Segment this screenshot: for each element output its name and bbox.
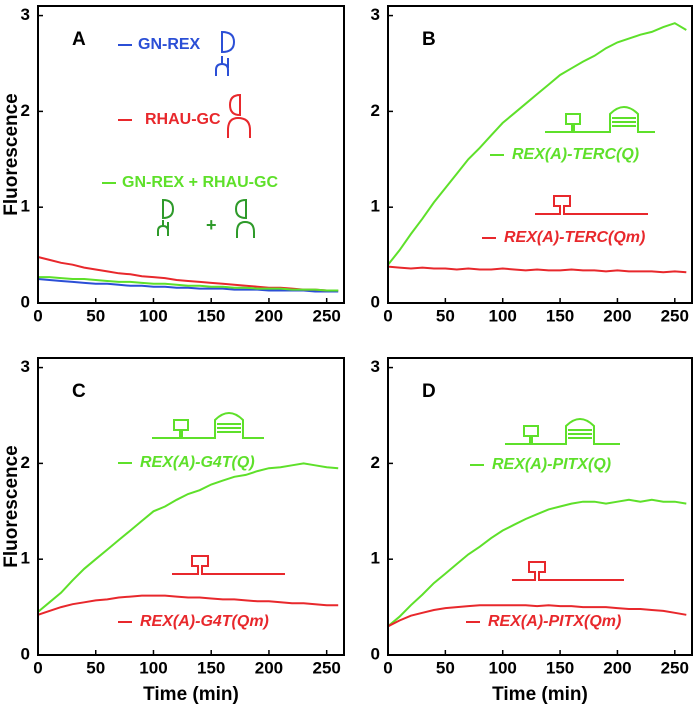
y-tick-label: 0 bbox=[371, 292, 380, 311]
series-line bbox=[387, 498, 687, 628]
icon-d-q bbox=[505, 418, 620, 445]
x-tick-label: 50 bbox=[86, 306, 105, 325]
legend-label: RHAU-GC bbox=[145, 111, 221, 128]
x-tick-label: 50 bbox=[436, 306, 455, 325]
panel: 0 50 100 150 200 250 0 1 2 3 REX(A)-G4T(Q) REX(A)-G… bbox=[1, 357, 345, 705]
plot-frame bbox=[37, 357, 345, 656]
y-tick-label: 1 bbox=[371, 197, 380, 216]
icon-c-q bbox=[152, 412, 264, 439]
series-line bbox=[387, 22, 687, 266]
icons: + bbox=[152, 30, 655, 581]
legend-label: REX(A)-TERC(Q) bbox=[512, 146, 639, 163]
x-tick-label: 150 bbox=[546, 658, 574, 677]
series-line bbox=[387, 604, 687, 628]
legend-label: REX(A)-G4T(Qm) bbox=[140, 613, 269, 630]
y-tick-label: 2 bbox=[21, 453, 30, 472]
x-tick-label: 150 bbox=[197, 658, 225, 677]
series-line bbox=[38, 276, 339, 292]
y-axis-label: Fluorescence bbox=[1, 93, 22, 216]
icon-c-qm bbox=[172, 555, 285, 575]
plot-frame bbox=[387, 5, 693, 304]
icon-combined bbox=[157, 198, 255, 238]
x-axis-label: Time (min) bbox=[143, 684, 239, 705]
x-tick-label: 0 bbox=[383, 306, 392, 325]
plot-frame bbox=[387, 357, 693, 656]
series-line bbox=[387, 265, 687, 274]
icon-rhau-gc bbox=[227, 93, 251, 138]
x-tick-label: 0 bbox=[33, 306, 42, 325]
panel-letter: D bbox=[422, 381, 436, 402]
plot-frame bbox=[37, 5, 345, 304]
x-tick-label: 50 bbox=[436, 658, 455, 677]
panel: 0 50 100 150 200 250 0 1 2 3 REX(A)-PITX(Q) REX(A)-… bbox=[371, 357, 693, 705]
y-tick-label: 0 bbox=[21, 644, 30, 663]
x-tick-label: 100 bbox=[489, 306, 517, 325]
x-tick-label: 50 bbox=[86, 658, 105, 677]
y-tick-label: 2 bbox=[371, 101, 380, 120]
icon-gn-rex bbox=[215, 30, 236, 76]
y-tick-label: 3 bbox=[371, 357, 380, 376]
x-tick-label: 100 bbox=[139, 658, 167, 677]
x-tick-label: 0 bbox=[383, 658, 392, 677]
legend-label: REX(A)-TERC(Qm) bbox=[504, 229, 645, 246]
x-tick-label: 100 bbox=[139, 306, 167, 325]
panel: 0 50 100 150 200 250 0 1 2 3 REX(A)-TERC(Q) REX(A)-… bbox=[371, 5, 693, 325]
panel-letter: A bbox=[72, 29, 86, 50]
x-tick-label: 250 bbox=[312, 658, 340, 677]
x-tick-label: 0 bbox=[33, 658, 42, 677]
y-tick-label: 3 bbox=[371, 5, 380, 24]
x-tick-label: 250 bbox=[312, 306, 340, 325]
y-tick-label: 2 bbox=[21, 101, 30, 120]
panel-letter: C bbox=[72, 381, 86, 402]
icon-d-qm bbox=[512, 561, 624, 581]
y-tick-label: 2 bbox=[371, 453, 380, 472]
y-tick-label: 0 bbox=[371, 644, 380, 663]
x-tick-label: 200 bbox=[603, 658, 631, 677]
x-axis-label: Time (min) bbox=[492, 684, 588, 705]
legend-label: GN-REX bbox=[138, 36, 201, 53]
x-tick-label: 200 bbox=[255, 658, 283, 677]
series-line bbox=[37, 594, 339, 616]
plus-sign: + bbox=[206, 215, 217, 235]
legend-label: REX(A)-PITX(Qm) bbox=[488, 613, 621, 630]
panel-letter: B bbox=[422, 29, 436, 50]
legend-label: REX(A)-PITX(Q) bbox=[492, 456, 611, 473]
y-tick-label: 1 bbox=[21, 197, 30, 216]
y-axis-label: Fluorescence bbox=[1, 445, 22, 568]
icon-b-q bbox=[545, 106, 655, 133]
legend-label: REX(A)-G4T(Q) bbox=[140, 454, 255, 471]
x-tick-label: 150 bbox=[546, 306, 574, 325]
x-tick-label: 150 bbox=[197, 306, 225, 325]
x-tick-label: 250 bbox=[661, 658, 689, 677]
panel: 0 50 100 150 200 250 0 1 2 3 GN-REX RHAU-GC GN-REX +… bbox=[1, 5, 345, 325]
icon-b-qm bbox=[535, 195, 648, 215]
series-line bbox=[37, 278, 339, 293]
y-tick-label: 3 bbox=[21, 5, 30, 24]
y-tick-label: 1 bbox=[21, 549, 30, 568]
x-tick-label: 200 bbox=[603, 306, 631, 325]
y-tick-label: 0 bbox=[21, 292, 30, 311]
y-tick-label: 3 bbox=[21, 357, 30, 376]
x-tick-label: 100 bbox=[489, 658, 517, 677]
y-tick-label: 1 bbox=[371, 549, 380, 568]
x-tick-label: 250 bbox=[661, 306, 689, 325]
legend-label: GN-REX + RHAU-GC bbox=[122, 174, 278, 191]
x-tick-label: 200 bbox=[255, 306, 283, 325]
series-line bbox=[37, 462, 339, 613]
